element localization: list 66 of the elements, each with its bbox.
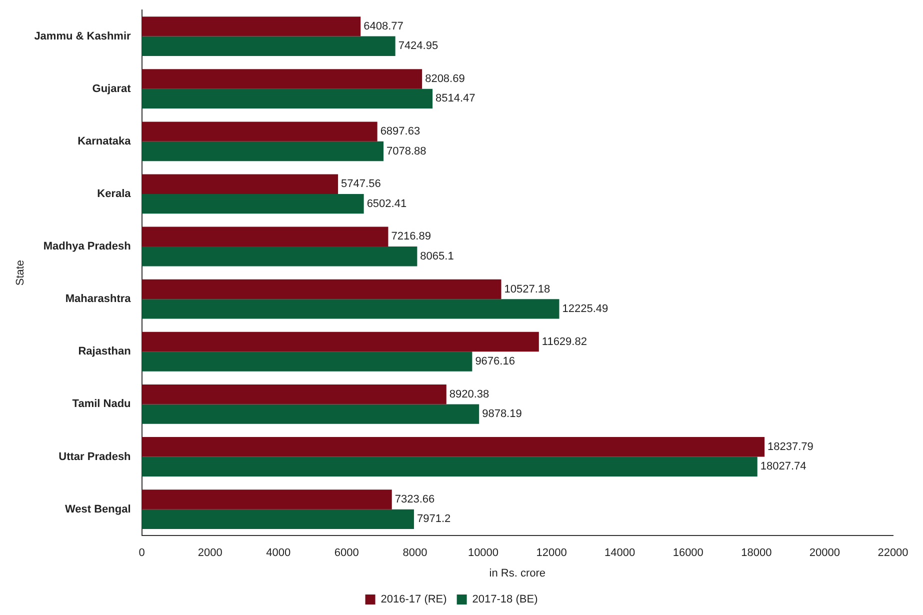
x-tick-label: 20000 [809, 547, 840, 560]
data-label: 8208.69 [425, 73, 465, 86]
y-tick-label: West Bengal [64, 503, 131, 516]
data-label: 7971.2 [416, 513, 451, 526]
data-label: 8514.47 [436, 92, 476, 105]
x-tick-label: 6000 [334, 547, 359, 560]
bar [142, 490, 392, 510]
data-label: 5747.56 [341, 178, 381, 190]
bar [142, 299, 560, 319]
data-label: 7216.89 [391, 230, 431, 243]
y-tick-label: Jammu & Kashmir [34, 30, 132, 42]
x-tick-label: 12000 [536, 547, 567, 560]
y-tick-label: Uttar Pradesh [58, 450, 132, 463]
bar [142, 69, 422, 89]
bar [142, 122, 378, 142]
data-label: 6408.77 [364, 20, 404, 32]
data-label: 8065.1 [420, 250, 454, 262]
bar [142, 246, 418, 266]
data-label: 9878.19 [482, 408, 522, 420]
y-axis-title: State [14, 260, 27, 286]
y-tick-label: Maharashtra [65, 293, 132, 306]
x-tick-label: 16000 [672, 547, 704, 560]
y-tick-label: Gujarat [92, 82, 132, 95]
x-tick-label: 10000 [468, 547, 499, 560]
bar [142, 141, 384, 162]
data-label: 7323.66 [394, 493, 435, 506]
bar [142, 404, 480, 424]
bar [142, 509, 414, 530]
data-label: 11629.82 [542, 336, 587, 348]
data-label: 8920.38 [449, 388, 490, 400]
bar [142, 279, 502, 300]
bar [142, 88, 433, 109]
legend-label: 2016-17 (RE) [380, 594, 447, 606]
y-tick-label: Madhya Pradesh [43, 240, 132, 253]
bar [142, 352, 472, 372]
y-tick-label: Rajasthan [78, 346, 132, 358]
y-tick-label: Karnataka [78, 135, 132, 148]
data-label: 6897.63 [380, 126, 420, 138]
bar [142, 16, 361, 36]
data-label: 10527.18 [504, 283, 550, 296]
y-tick-label: Kerala [97, 188, 132, 200]
y-tick-label: Tamil Nadu [72, 398, 131, 410]
data-label: 18237.79 [768, 440, 814, 453]
bar [142, 36, 396, 56]
x-tick-label: 18000 [741, 547, 772, 560]
bar [142, 174, 338, 194]
x-tick-label: 8000 [402, 547, 428, 560]
data-label: 12225.49 [562, 302, 608, 315]
bar [142, 194, 364, 214]
bar [142, 332, 539, 352]
data-label: 6502.41 [366, 198, 407, 210]
x-tick-label: 22000 [878, 547, 908, 560]
x-tick-label: 0 [138, 547, 145, 560]
x-tick-label: 4000 [266, 547, 291, 560]
x-axis-title: in Rs. crore [489, 567, 546, 580]
bar [142, 456, 758, 476]
data-label: 9676.16 [475, 356, 515, 368]
data-label: 7078.88 [386, 145, 426, 158]
x-tick-label: 14000 [604, 547, 636, 560]
x-tick-label: 2000 [198, 547, 222, 560]
data-label: 7424.95 [398, 40, 438, 52]
legend-label: 2017-18 (BE) [472, 594, 538, 606]
data-label: 18027.74 [760, 460, 806, 473]
bar [142, 226, 388, 247]
bar [142, 384, 446, 404]
bar [142, 437, 765, 457]
